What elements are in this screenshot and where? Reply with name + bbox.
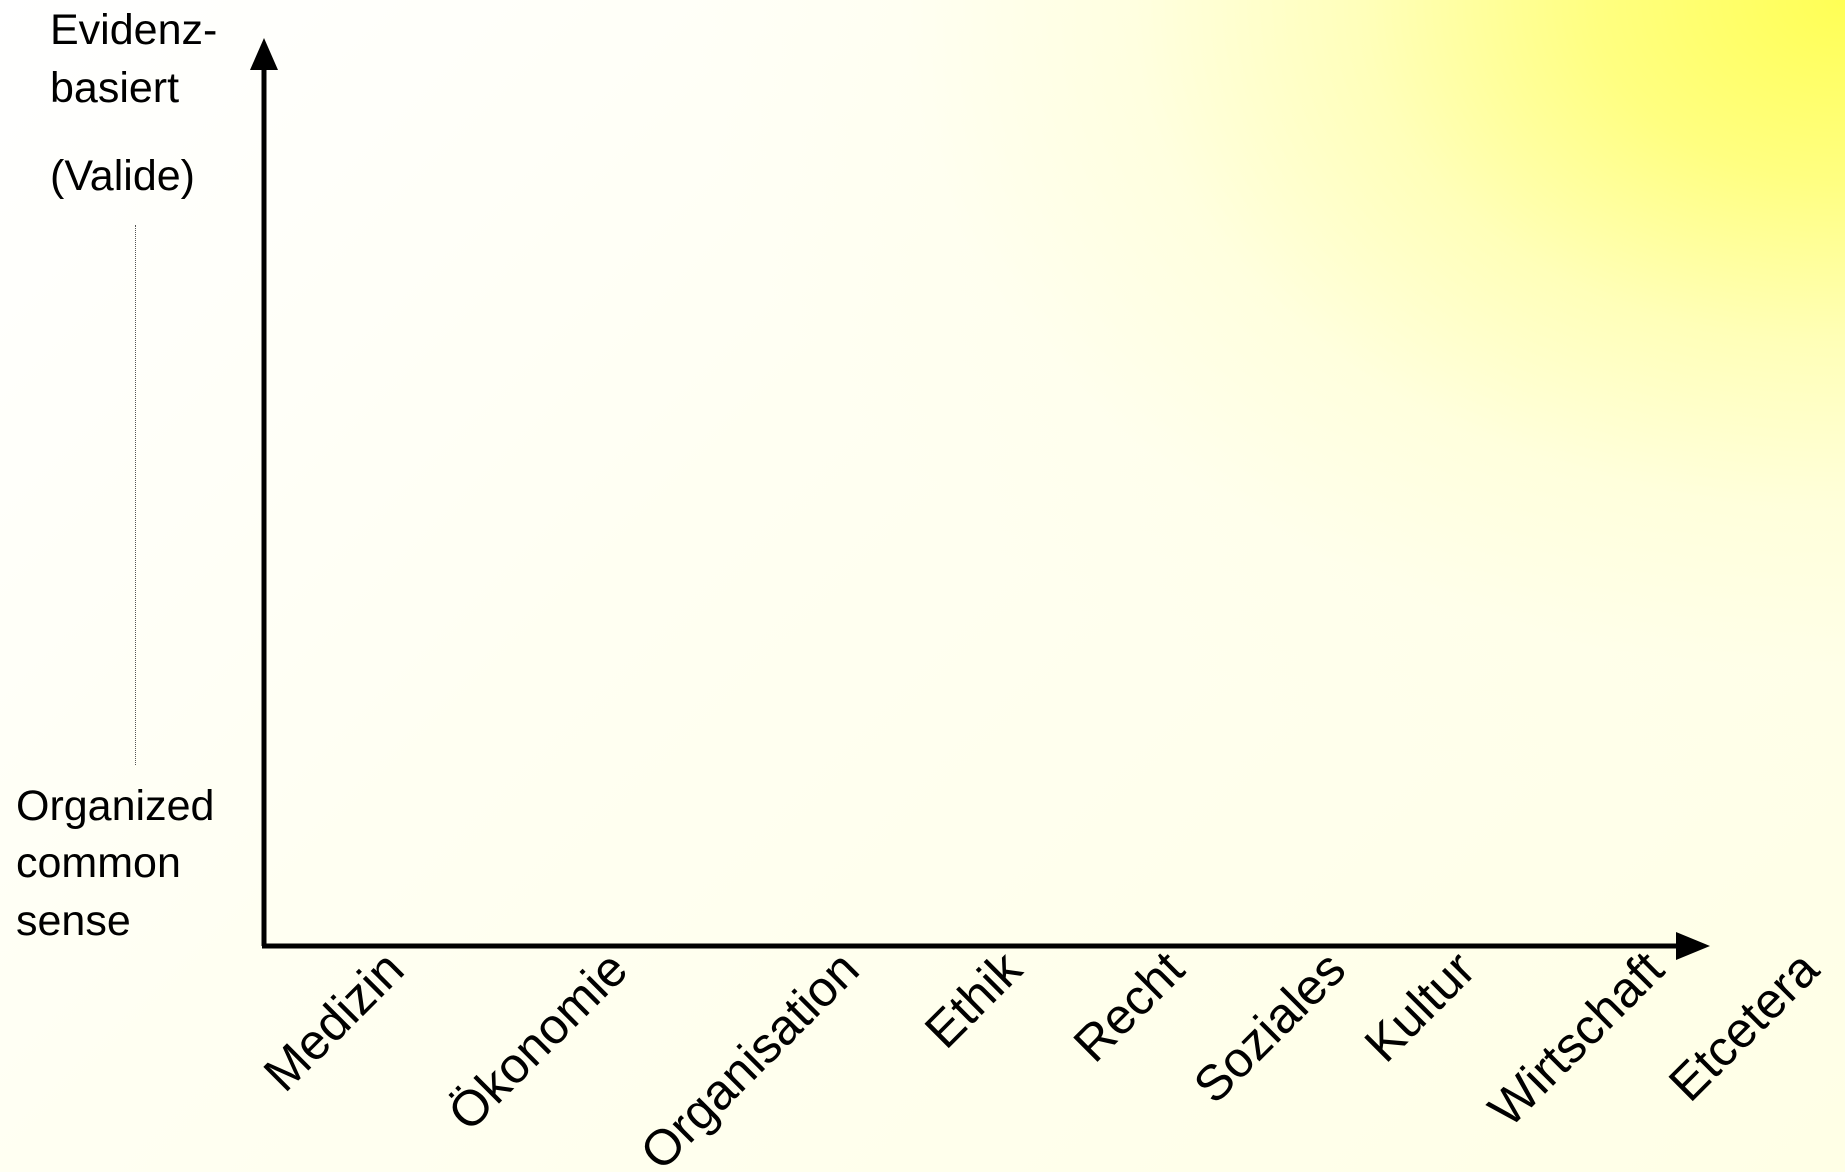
y-axis-arrowhead: [250, 38, 278, 70]
x-axis-arrowhead: [1676, 932, 1710, 960]
y-axis-top-label-line1: Evidenz-: [50, 6, 218, 54]
y-range-dotted-line: [135, 225, 136, 765]
y-axis-bottom-label-line1: Organized: [16, 782, 215, 830]
y-axis-top-label-line3: (Valide): [50, 152, 195, 200]
y-axis-bottom-label-line2: common: [16, 839, 181, 887]
y-axis-top-label-line2: basiert: [50, 64, 180, 112]
y-axis-bottom-label-line3: sense: [16, 897, 131, 945]
